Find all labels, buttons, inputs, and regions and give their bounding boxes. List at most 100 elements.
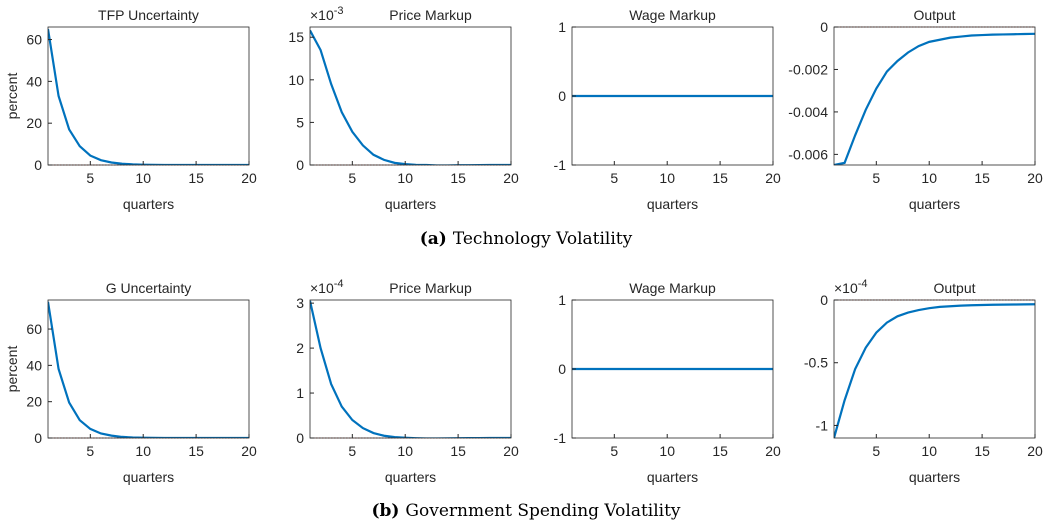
x-tick-label: 10	[397, 170, 413, 186]
y-tick-label: 0	[296, 157, 304, 173]
x-tick-label: 15	[712, 170, 728, 186]
caption-text: Technology Volatility	[453, 229, 633, 249]
subplot: 0 1 2 3 5 10 15 20 Price Markup quarters ×10-4	[296, 278, 519, 485]
x-tick-label: 10	[135, 170, 151, 186]
y-tick-label: 0	[34, 430, 42, 446]
x-tick-label: 5	[86, 170, 94, 186]
y-tick-label: -0.004	[788, 104, 828, 120]
x-tick-label: 10	[921, 443, 937, 459]
x-tick-label: 15	[450, 443, 466, 459]
y-tick-label: 20	[26, 115, 42, 131]
y-tick-label: -0.002	[788, 61, 828, 77]
y-scale-label: ×10-3	[310, 5, 344, 23]
y-tick-label: 0	[34, 157, 42, 173]
y-scale-exponent: -4	[334, 278, 344, 290]
subplot-title: Wage Markup	[629, 280, 716, 296]
x-tick-label: 5	[610, 443, 618, 459]
subplot-title: G Uncertainty	[106, 280, 192, 296]
caption-b: (b) Government Spending Volatility	[371, 501, 680, 521]
y-axis-label: percent	[4, 73, 20, 120]
y-scale-label: ×10-4	[310, 278, 344, 296]
series-line	[834, 303, 1035, 438]
x-axis-label: quarters	[647, 196, 698, 212]
x-tick-label: 5	[872, 170, 880, 186]
x-axis-label: quarters	[909, 469, 960, 485]
y-tick-label: 3	[296, 295, 304, 311]
x-axis-label: quarters	[385, 469, 436, 485]
y-scale-base: ×10	[310, 280, 334, 296]
x-axis-label: quarters	[123, 196, 174, 212]
x-tick-label: 10	[921, 170, 937, 186]
caption-text: Government Spending Volatility	[405, 501, 681, 521]
x-tick-label: 5	[348, 443, 356, 459]
subplot-title: Output	[913, 7, 955, 23]
y-scale-exponent: -3	[334, 5, 344, 17]
caption-a: (a) Technology Volatility	[420, 229, 633, 249]
x-tick-label: 20	[503, 443, 519, 459]
x-tick-label: 15	[712, 443, 728, 459]
x-tick-label: 20	[765, 443, 781, 459]
subplot: -1 -0.5 0 5 10 15 20 Output quarters ×10-4	[804, 278, 1043, 485]
x-tick-label: 15	[974, 170, 990, 186]
subplot-title: Price Markup	[389, 7, 472, 23]
y-tick-label: 10	[288, 72, 304, 88]
x-tick-label: 20	[241, 443, 257, 459]
y-tick-label: 60	[26, 32, 42, 48]
y-tick-label: -1	[554, 157, 567, 173]
y-tick-label: 0	[820, 19, 828, 35]
axes-box	[309, 26, 512, 166]
plot-area	[310, 300, 511, 438]
axes-box	[47, 299, 250, 439]
y-scale-exponent: -4	[858, 278, 868, 290]
subplot: 0 20 40 60 5 10 15 20 G Uncertainty quarters perce…	[4, 280, 257, 485]
x-axis-label: quarters	[909, 196, 960, 212]
x-tick-label: 10	[659, 170, 675, 186]
series-line	[310, 29, 511, 165]
x-tick-label: 20	[1027, 443, 1043, 459]
x-tick-label: 20	[1027, 170, 1043, 186]
y-tick-label: 20	[26, 394, 42, 410]
x-axis-label: quarters	[647, 469, 698, 485]
y-tick-label: 0	[558, 88, 566, 104]
x-tick-label: 10	[135, 443, 151, 459]
x-tick-label: 20	[765, 170, 781, 186]
y-tick-label: 1	[296, 385, 304, 401]
plot-area	[834, 300, 1035, 438]
axes-box	[833, 26, 1036, 166]
subplot: -0.006 -0.004 -0.002 0 5 10 15 20 Output quarters	[788, 7, 1043, 212]
subplot-title: Wage Markup	[629, 7, 716, 23]
x-tick-label: 15	[188, 170, 204, 186]
y-tick-label: -0.5	[804, 355, 828, 371]
x-tick-label: 5	[610, 170, 618, 186]
x-tick-label: 5	[872, 443, 880, 459]
x-tick-label: 15	[450, 170, 466, 186]
caption-label: (a)	[420, 229, 447, 249]
x-tick-label: 20	[241, 170, 257, 186]
y-tick-label: 40	[26, 357, 42, 373]
axes-box	[309, 299, 512, 439]
x-tick-label: 10	[397, 443, 413, 459]
x-tick-label: 15	[974, 443, 990, 459]
x-tick-label: 20	[503, 170, 519, 186]
subplot-title: TFP Uncertainty	[98, 7, 199, 23]
y-tick-label: 40	[26, 73, 42, 89]
subplot: 0 20 40 60 5 10 15 20 TFP Uncertainty quarters per…	[4, 7, 257, 212]
subplot-title: Output	[933, 280, 975, 296]
x-axis-label: quarters	[385, 196, 436, 212]
y-scale-label: ×10-4	[834, 278, 868, 296]
y-tick-label: 1	[558, 292, 566, 308]
y-tick-label: 60	[26, 321, 42, 337]
y-axis-label: percent	[4, 346, 20, 393]
x-tick-label: 5	[348, 170, 356, 186]
y-tick-label: 0	[820, 292, 828, 308]
y-scale-base: ×10	[310, 7, 334, 23]
x-axis-label: quarters	[123, 469, 174, 485]
x-tick-label: 10	[659, 443, 675, 459]
y-tick-label: 2	[296, 340, 304, 356]
y-tick-label: 5	[296, 114, 304, 130]
y-tick-label: 15	[288, 29, 304, 45]
y-tick-label: -1	[816, 417, 829, 433]
